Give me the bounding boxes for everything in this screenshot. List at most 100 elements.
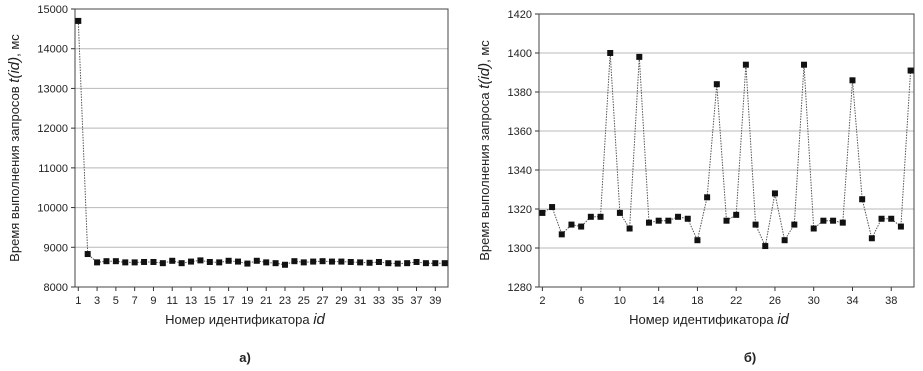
x-tick-label: 27: [316, 295, 328, 307]
x-tick-label: 21: [260, 295, 272, 307]
data-point: [665, 217, 672, 224]
data-point: [319, 258, 326, 265]
data-point: [907, 67, 914, 74]
data-point: [694, 237, 701, 244]
data-point: [235, 258, 242, 265]
data-point: [328, 258, 335, 265]
data-point: [441, 260, 448, 267]
plot-frame: [538, 13, 915, 288]
plot-frame: [74, 8, 449, 288]
x-axis-label-variable: id: [313, 311, 325, 328]
data-point: [723, 217, 730, 224]
data-point: [752, 221, 759, 228]
y-tick-label: 1420: [508, 9, 532, 21]
y-axis-label-unit: , мс: [7, 34, 22, 57]
data-point: [820, 217, 827, 224]
data-point: [597, 213, 604, 220]
y-axis-label-unit: , мс: [477, 40, 492, 63]
data-point: [888, 215, 895, 222]
series-line: [77, 20, 445, 266]
data-point: [366, 259, 373, 266]
data-point: [878, 215, 885, 222]
y-tick-label: 1340: [508, 165, 532, 177]
data-point: [771, 190, 778, 197]
data-point: [281, 261, 288, 268]
x-axis-label-text: Номер идентификатора: [629, 312, 777, 327]
y-tick-label: 9000: [44, 242, 68, 254]
data-point: [310, 258, 317, 265]
x-tick-label: 25: [298, 295, 310, 307]
y-tick-label: 1360: [508, 126, 532, 138]
data-point: [131, 259, 138, 266]
data-point: [607, 50, 614, 56]
x-tick-label: 13: [185, 295, 197, 307]
y-axis-label-text: Время выполнения запросов: [7, 83, 22, 262]
data-point: [587, 213, 594, 220]
x-tick-label: 22: [730, 295, 742, 307]
data-point: [244, 260, 251, 267]
data-point: [188, 258, 195, 265]
x-tick-label: 15: [204, 295, 216, 307]
data-point: [206, 258, 213, 265]
x-tick-label: 33: [373, 295, 385, 307]
x-tick-label: 6: [578, 295, 584, 307]
data-point: [385, 260, 392, 267]
data-point: [868, 235, 875, 242]
y-tick-label: 1400: [508, 48, 532, 60]
y-axis-label-variable: t(id): [6, 57, 23, 83]
data-point: [375, 258, 382, 265]
data-point: [636, 53, 643, 60]
data-point: [568, 221, 575, 228]
data-point: [150, 258, 157, 265]
x-axis-label: Номер идентификатора id: [629, 311, 789, 328]
y-tick-label: 1380: [508, 87, 532, 99]
data-point: [733, 211, 740, 218]
x-tick-label: 3: [94, 295, 100, 307]
x-tick-label: 19: [241, 295, 253, 307]
data-point: [713, 81, 720, 88]
data-point: [810, 225, 817, 232]
x-tick-label: 29: [335, 295, 347, 307]
data-point: [84, 251, 91, 258]
x-tick-label: 31: [354, 295, 366, 307]
data-point: [742, 61, 749, 68]
y-tick-label: 11000: [38, 163, 68, 175]
x-tick-label: 2: [539, 295, 545, 307]
x-tick-label: 30: [808, 295, 820, 307]
x-tick-label: 35: [392, 295, 404, 307]
data-point: [849, 77, 856, 84]
data-point: [675, 213, 682, 220]
data-point: [791, 221, 798, 228]
y-tick-label: 8000: [44, 282, 68, 294]
data-point: [616, 209, 623, 216]
x-axis-label: Номер идентификатора id: [165, 311, 325, 328]
data-point: [549, 204, 556, 211]
data-point: [762, 243, 769, 250]
data-point: [394, 260, 401, 267]
data-point: [141, 258, 148, 265]
y-tick-label: 10000: [37, 203, 68, 215]
data-point: [432, 260, 439, 267]
y-tick-label: 12000: [37, 123, 68, 135]
data-point: [347, 258, 354, 265]
data-point: [626, 225, 633, 232]
x-tick-label: 11: [167, 295, 178, 307]
x-tick-label: 39: [429, 295, 441, 307]
data-point: [169, 257, 176, 264]
data-point: [684, 215, 691, 222]
data-point: [75, 17, 82, 24]
panel-label: а): [239, 350, 251, 365]
data-point: [112, 258, 119, 265]
x-tick-label: 23: [279, 295, 291, 307]
data-point: [300, 259, 307, 266]
x-tick-label: 37: [410, 295, 422, 307]
data-point: [781, 237, 788, 244]
x-tick-label: 14: [653, 295, 665, 307]
data-point: [263, 259, 270, 266]
x-axis-label-text: Номер идентификатора: [165, 312, 313, 327]
y-tick-label: 14000: [37, 44, 68, 56]
y-axis-label-variable: t(id): [476, 63, 493, 89]
